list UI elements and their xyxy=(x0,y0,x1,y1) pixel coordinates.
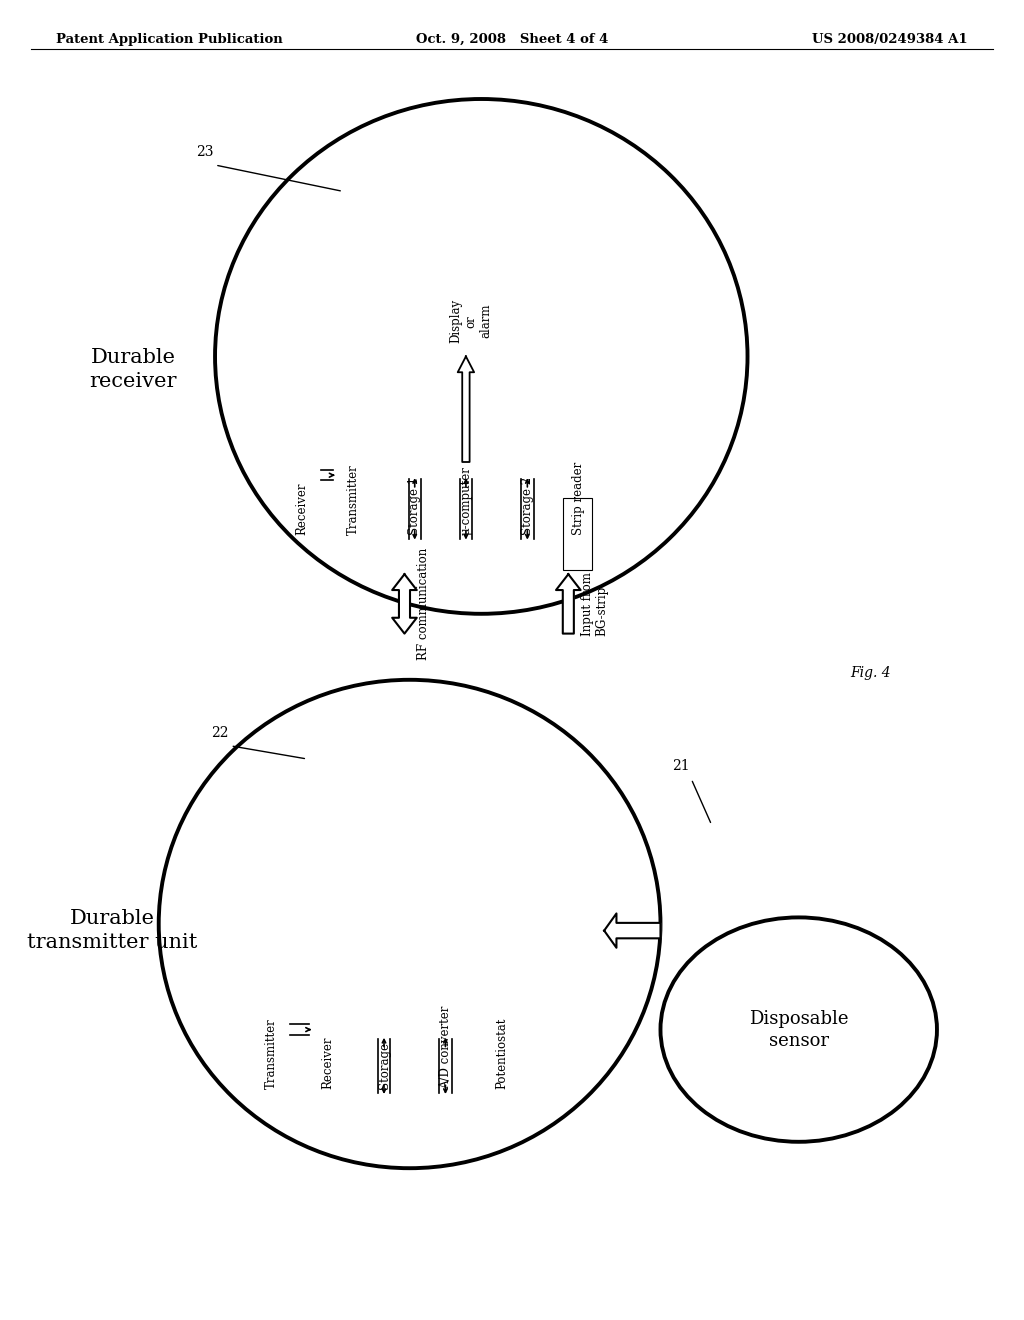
Text: Receiver: Receiver xyxy=(322,1036,334,1089)
Polygon shape xyxy=(458,356,474,462)
Text: Transmitter: Transmitter xyxy=(265,1018,278,1089)
Text: 22: 22 xyxy=(211,726,229,739)
Polygon shape xyxy=(556,574,581,634)
Text: Display
or
alarm: Display or alarm xyxy=(450,300,493,343)
Text: Fig. 4: Fig. 4 xyxy=(850,667,891,680)
Text: US 2008/0249384 A1: US 2008/0249384 A1 xyxy=(812,33,968,46)
Text: Oct. 9, 2008   Sheet 4 of 4: Oct. 9, 2008 Sheet 4 of 4 xyxy=(416,33,608,46)
Text: Storage 1: Storage 1 xyxy=(409,477,421,535)
Polygon shape xyxy=(392,574,417,634)
Text: Storage: Storage xyxy=(378,1041,390,1089)
Text: Receiver: Receiver xyxy=(296,482,308,535)
Text: Disposable
sensor: Disposable sensor xyxy=(749,1010,849,1049)
Text: 23: 23 xyxy=(196,145,214,158)
Text: 21: 21 xyxy=(672,759,690,772)
Text: Storage 2: Storage 2 xyxy=(521,477,534,535)
Polygon shape xyxy=(604,913,660,948)
Text: Potentiostat: Potentiostat xyxy=(496,1018,508,1089)
Text: Durable
receiver: Durable receiver xyxy=(89,348,177,391)
Text: Patent Application Publication: Patent Application Publication xyxy=(56,33,283,46)
Text: Transmitter: Transmitter xyxy=(347,463,359,535)
Text: Input from
BG-strip: Input from BG-strip xyxy=(581,572,608,636)
Text: μ-computer: μ-computer xyxy=(460,466,472,535)
Text: Strip reader: Strip reader xyxy=(572,462,585,535)
Text: A/D converter: A/D converter xyxy=(439,1006,452,1089)
Text: RF communication: RF communication xyxy=(417,548,430,660)
Text: Durable
transmitter unit: Durable transmitter unit xyxy=(28,909,198,952)
